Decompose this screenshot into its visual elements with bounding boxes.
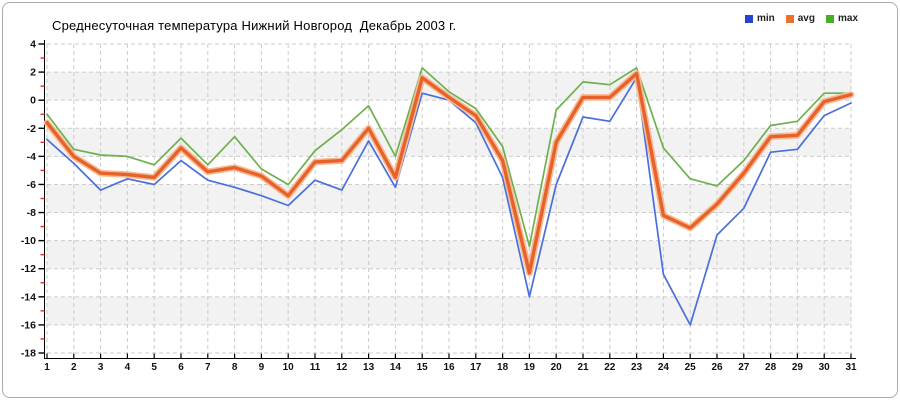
svg-text:27: 27 <box>738 362 750 373</box>
legend-item-min: min <box>744 13 775 24</box>
svg-text:28: 28 <box>765 362 777 373</box>
max-legend-label: max <box>837 13 858 24</box>
svg-text:2: 2 <box>30 67 36 79</box>
svg-text:29: 29 <box>792 362 804 373</box>
svg-text:4: 4 <box>30 39 36 51</box>
svg-text:18: 18 <box>497 362 509 373</box>
svg-text:-8: -8 <box>27 207 36 219</box>
x-axis-labels: 1 2 3 4 5 6 7 8 9 10 11 12 13 14 15 16 17 18 19 20 21 22 23 24 2… <box>44 362 857 373</box>
svg-text:7: 7 <box>205 362 211 373</box>
svg-text:3: 3 <box>98 362 104 373</box>
svg-text:6: 6 <box>178 362 184 373</box>
x-axis <box>44 353 856 359</box>
min-legend-swatch <box>744 14 753 23</box>
svg-text:15: 15 <box>417 362 429 373</box>
y-axis <box>38 40 45 359</box>
svg-text:31: 31 <box>845 362 857 373</box>
svg-text:14: 14 <box>390 362 402 373</box>
svg-text:1: 1 <box>44 362 50 373</box>
avg-legend-label: avg <box>797 13 815 24</box>
avg-line <box>43 70 855 277</box>
svg-text:-2: -2 <box>27 123 36 135</box>
svg-text:-14: -14 <box>21 291 36 303</box>
svg-text:2: 2 <box>71 362 77 373</box>
svg-text:4: 4 <box>125 362 131 373</box>
svg-text:13: 13 <box>363 362 375 373</box>
svg-text:23: 23 <box>631 362 643 373</box>
svg-text:12: 12 <box>336 362 348 373</box>
min-legend-label: min <box>756 13 775 24</box>
svg-text:17: 17 <box>470 362 482 373</box>
max-legend-swatch <box>825 14 834 23</box>
legend-item-avg: avg <box>785 13 815 24</box>
svg-text:24: 24 <box>658 362 670 373</box>
svg-text:16: 16 <box>443 362 455 373</box>
legend: min avg max <box>744 13 858 24</box>
svg-text:20: 20 <box>551 362 563 373</box>
svg-text:10: 10 <box>283 362 295 373</box>
svg-text:11: 11 <box>310 362 321 373</box>
svg-text:30: 30 <box>819 362 831 373</box>
chart-title: Среднесуточная температура Нижний Новгор… <box>52 18 457 33</box>
svg-text:-6: -6 <box>27 179 36 191</box>
svg-text:0: 0 <box>30 95 36 107</box>
legend-item-max: max <box>825 13 858 24</box>
avg-legend-swatch <box>785 14 794 23</box>
svg-text:9: 9 <box>259 362 265 373</box>
svg-text:21: 21 <box>577 362 589 373</box>
max-line <box>46 67 852 248</box>
svg-text:-10: -10 <box>21 235 36 247</box>
svg-text:26: 26 <box>711 362 723 373</box>
svg-text:22: 22 <box>604 362 616 373</box>
svg-text:-4: -4 <box>27 151 36 163</box>
svg-text:-16: -16 <box>21 319 36 331</box>
svg-text:8: 8 <box>232 362 238 373</box>
y-axis-labels: 4 2 0 -2 -4 -6 -8 -10 -12 -14 -16 -18 <box>21 39 36 360</box>
svg-text:25: 25 <box>685 362 697 373</box>
svg-text:-18: -18 <box>21 348 36 360</box>
svg-text:-12: -12 <box>21 263 36 275</box>
svg-text:5: 5 <box>151 362 157 373</box>
svg-text:19: 19 <box>524 362 536 373</box>
